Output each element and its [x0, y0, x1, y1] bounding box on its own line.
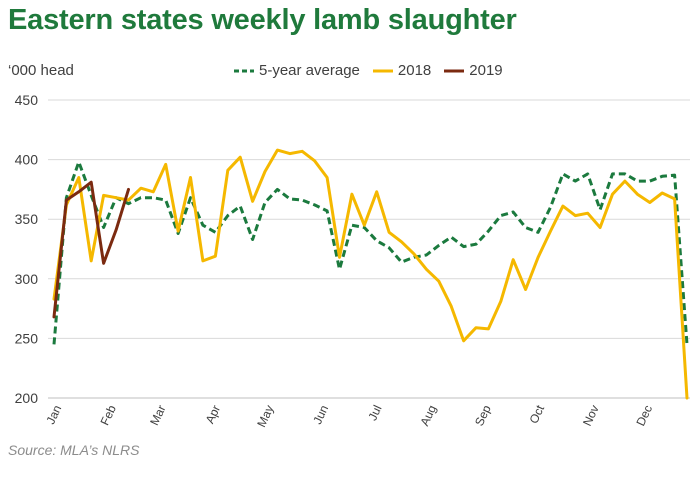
- series-line-2018: [52, 148, 689, 400]
- legend-item-2019: 2019: [443, 62, 503, 79]
- x-tick-label: Apr: [203, 403, 224, 426]
- x-tick-label: Jun: [310, 403, 331, 426]
- y-tick-label: 200: [15, 390, 39, 406]
- chart-title: Eastern states weekly lamb slaughter: [8, 4, 517, 36]
- x-tick-label: Feb: [98, 403, 120, 428]
- legend-swatch-dashed: [234, 69, 254, 72]
- x-tick-label: Sep: [472, 403, 494, 429]
- y-tick-label: 300: [15, 271, 39, 287]
- y-tick-label: 450: [15, 92, 39, 108]
- legend: 5-year average 2018 2019: [233, 62, 515, 79]
- x-tick-label: Nov: [580, 403, 602, 428]
- series-line-5-year-average: [52, 160, 689, 345]
- legend-item-5-year-average: 5-year average: [233, 62, 360, 79]
- x-tick-label: Jul: [365, 403, 384, 423]
- x-tick-label: Dec: [633, 403, 655, 428]
- legend-item-2018: 2018: [372, 62, 431, 79]
- x-tick-label: Aug: [417, 403, 439, 428]
- x-tick-label: May: [254, 403, 276, 429]
- x-tick-label: Oct: [527, 402, 548, 425]
- y-axis-label: ‘000 head: [8, 62, 74, 79]
- x-tick-label: Jan: [43, 403, 64, 426]
- legend-label: 5-year average: [259, 62, 360, 79]
- y-tick-label: 250: [15, 330, 39, 346]
- x-tick-label: Mar: [147, 403, 168, 428]
- legend-swatch-solid: [372, 69, 393, 72]
- source-note: Source: MLA’s NLRS: [8, 442, 140, 458]
- legend-swatch-solid: [444, 69, 465, 72]
- y-tick-label: 400: [15, 152, 39, 168]
- legend-label: 2019: [469, 62, 503, 79]
- series-line-2019: [52, 180, 130, 319]
- legend-label: 2018: [397, 62, 432, 79]
- y-tick-label: 350: [15, 211, 39, 227]
